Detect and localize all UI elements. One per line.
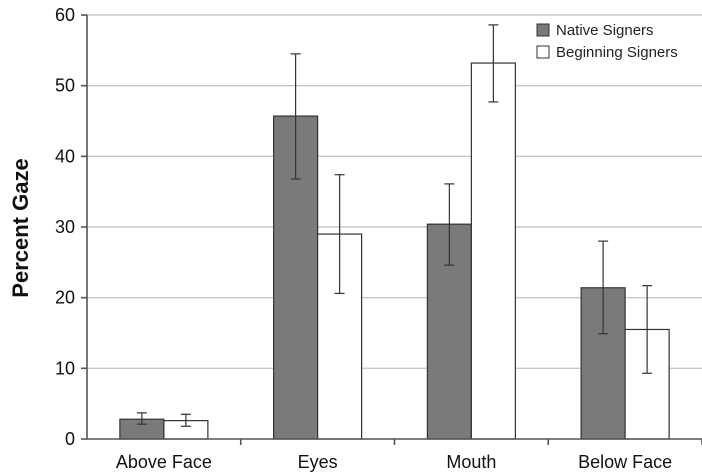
x-category-labels: Above Face Eyes Mouth Below Face (116, 452, 672, 472)
y-tick-label: 40 (55, 146, 75, 166)
y-tick-labels: 0 10 20 30 40 50 60 (55, 5, 75, 449)
error-bar (642, 285, 653, 374)
error-bar (598, 240, 609, 335)
axes (86, 15, 702, 445)
x-category-label: Above Face (116, 452, 212, 472)
error-bar (488, 24, 499, 103)
error-bar (180, 413, 191, 427)
x-category-label: Mouth (446, 452, 496, 472)
y-tick-label: 50 (55, 76, 75, 96)
error-bar (136, 412, 147, 425)
error-bar (444, 183, 455, 266)
error-bar (290, 53, 301, 180)
x-category-label: Below Face (578, 452, 672, 472)
bar-beginning-mouth (470, 62, 516, 440)
y-tick-label: 60 (55, 5, 75, 25)
y-tick-label: 10 (55, 358, 75, 378)
x-category-label: Eyes (298, 452, 338, 472)
y-tick-label: 0 (65, 429, 75, 449)
error-bar (334, 174, 345, 295)
legend-label-native: Native Signers (556, 22, 654, 39)
legend: Native Signers Beginning Signers (536, 22, 678, 61)
error-bars (136, 24, 653, 427)
y-tick-label: 30 (55, 217, 75, 237)
y-tick-label: 20 (55, 288, 75, 308)
legend-swatch-native (536, 23, 550, 37)
bars (119, 62, 670, 440)
legend-swatch-beginning (536, 45, 550, 59)
legend-label-beginning: Beginning Signers (556, 44, 678, 61)
y-axis-title: Percent Gaze (8, 158, 33, 297)
